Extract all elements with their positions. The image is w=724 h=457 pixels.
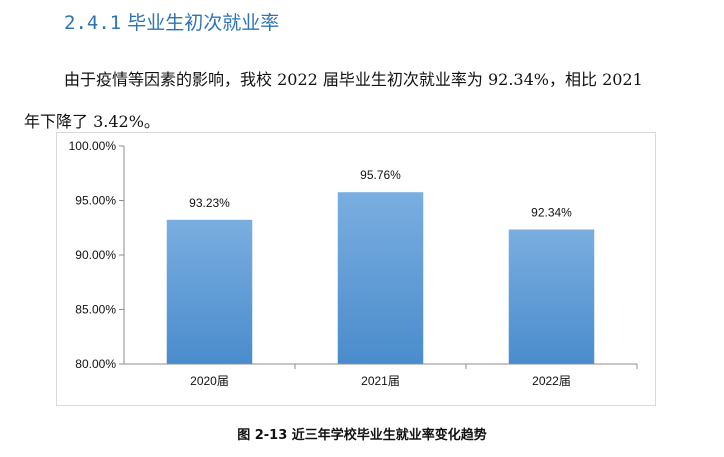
bar-2022届 [508, 229, 595, 364]
section-title: 毕业生初次就业率 [127, 12, 280, 34]
employment-rate-bar-chart: 80.00% 85.00% 90.00% 95.00% 100.00% 93.23% 95… [69, 139, 638, 388]
y-tick-label: 90.00% [75, 248, 116, 262]
y-tick-label: 100.00% [69, 139, 117, 153]
y-tick-label: 80.00% [75, 357, 116, 371]
paragraph-line-1: 由于疫情等因素的影响，我校 2022 届毕业生初次就业率为 92.34%，相比 … [64, 70, 643, 89]
data-label: 92.34% [531, 205, 572, 219]
chart-frame: 80.00% 85.00% 90.00% 95.00% 100.00% 93.23% 95… [56, 132, 656, 406]
bar-2020届 [166, 219, 253, 364]
section-heading: 2.4.1 毕业生初次就业率 [64, 8, 279, 35]
data-label: 93.23% [189, 196, 230, 210]
x-tick-label: 2020届 [190, 374, 229, 388]
data-label: 95.76% [360, 168, 401, 182]
y-tick-label: 85.00% [75, 303, 116, 317]
section-number: 2.4.1 [64, 12, 122, 34]
x-tick-label: 2022届 [532, 374, 571, 388]
y-tick-label: 95.00% [75, 194, 116, 208]
figure-caption: 图 2-13 近三年学校毕业生就业率变化趋势 [237, 428, 487, 443]
paragraph-line-2: 年下降了 3.42%。 [24, 112, 160, 131]
x-tick-label: 2021届 [361, 374, 400, 388]
bar-2021届 [337, 192, 424, 364]
